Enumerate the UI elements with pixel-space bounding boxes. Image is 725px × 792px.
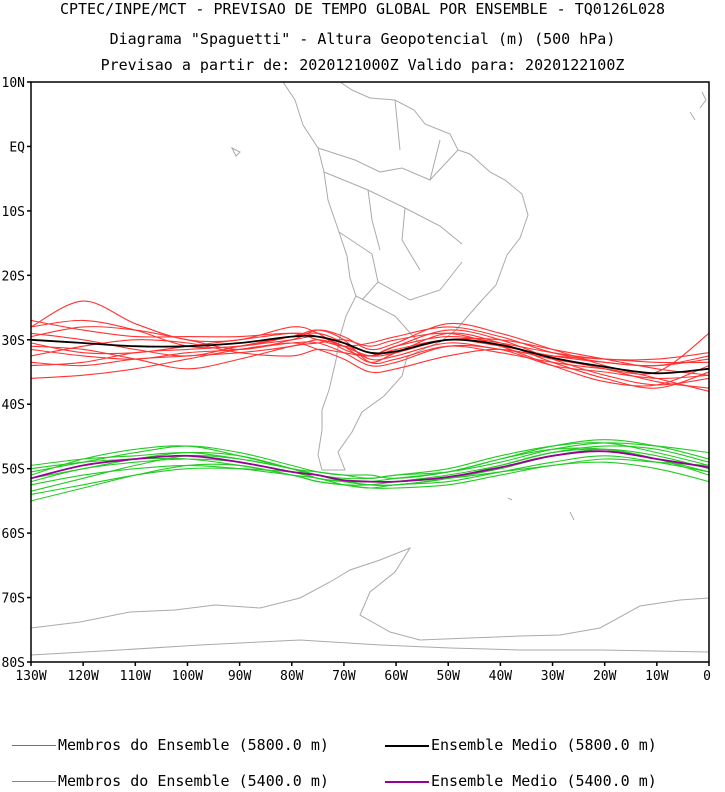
lat-tick-label: 20S <box>2 269 25 284</box>
member-line-5400 <box>31 439 709 479</box>
lon-tick-label: 90W <box>228 669 252 684</box>
lat-tick-label: 10N <box>2 76 25 91</box>
lat-tick-label: 50S <box>2 463 25 478</box>
lon-tick-label: 80W <box>280 669 304 684</box>
plot-frame <box>30 81 710 663</box>
member-line-5800 <box>31 341 709 380</box>
member-line-5400 <box>31 448 709 486</box>
legend-green-members: Membros do Ensemble (5400.0 m) <box>12 772 329 790</box>
member-line-5400 <box>31 458 709 495</box>
lat-tick-label: 60S <box>2 527 25 542</box>
latitude-axis: 10N EQ 10S 20S 30S 40S 50S 60S 70S 80S <box>2 76 31 671</box>
ensemble-members-5400 <box>31 439 709 502</box>
ensemble-means <box>31 334 709 483</box>
title-line-3: Previsao a partir de: 2020121000Z Valido… <box>100 56 625 74</box>
legend-mean-5400: Ensemble Medio (5400.0 m) <box>385 772 657 790</box>
lat-tick-label: 40S <box>2 398 25 413</box>
member-line-5800 <box>31 342 709 389</box>
lon-tick-label: 0 <box>703 669 711 684</box>
legend-green-label: Membros do Ensemble (5400.0 m) <box>58 772 329 790</box>
lon-tick-label: 110W <box>120 669 151 684</box>
member-line-5800 <box>31 322 709 392</box>
member-line-5800 <box>31 300 709 386</box>
legend-purple-label: Ensemble Medio (5400.0 m) <box>431 772 657 790</box>
member-line-5800 <box>31 332 709 389</box>
legend-green-swatch <box>12 781 56 782</box>
lat-tick-label: 10S <box>2 205 25 220</box>
member-line-5400 <box>31 442 709 479</box>
member-line-5800 <box>31 319 709 367</box>
mean-line-5400 <box>31 450 709 483</box>
member-line-5800 <box>31 336 709 361</box>
legend-purple-swatch <box>385 780 429 783</box>
lon-tick-label: 60W <box>384 669 408 684</box>
title-line-1: CPTEC/INPE/MCT - PREVISAO DE TEMPO GLOBA… <box>59 0 666 18</box>
country-borders <box>317 99 463 345</box>
lon-tick-label: 120W <box>67 669 98 684</box>
legend-black-label: Ensemble Medio (5800.0 m) <box>431 736 657 754</box>
lon-tick-label: 40W <box>489 669 513 684</box>
antarctica-coast-2 <box>31 639 709 656</box>
member-line-5400 <box>31 455 709 489</box>
legend-red-swatch <box>12 745 56 746</box>
legend-mean-5800: Ensemble Medio (5800.0 m) <box>385 736 657 754</box>
member-line-5800 <box>31 319 709 375</box>
lat-tick-label: 70S <box>2 592 25 607</box>
lon-tick-label: 30W <box>541 669 565 684</box>
lon-tick-label: 50W <box>436 669 460 684</box>
continent-outlines <box>31 82 709 656</box>
legend-red-members: Membros do Ensemble (5800.0 m) <box>12 736 329 754</box>
mean-line-5800 <box>31 334 709 375</box>
south-america-outline <box>282 82 529 471</box>
antarctica-outline <box>31 546 709 641</box>
lat-tick-label: 80S <box>2 656 25 671</box>
member-line-5400 <box>31 448 709 492</box>
legend-red-label: Membros do Ensemble (5800.0 m) <box>58 736 329 754</box>
ensemble-members-5800 <box>31 300 709 392</box>
lon-tick-label: 100W <box>172 669 203 684</box>
lat-tick-label: EQ <box>9 140 25 155</box>
legend-black-swatch <box>385 744 429 747</box>
lon-tick-label: 70W <box>332 669 356 684</box>
longitude-axis: 130W 120W 110W 100W 90W 80W 70W 60W 50W 40W 30W 20W… <box>15 662 711 684</box>
member-line-5800 <box>31 335 709 376</box>
lon-tick-label: 10W <box>645 669 669 684</box>
lat-tick-label: 30S <box>2 334 25 349</box>
member-line-5400 <box>31 442 709 480</box>
member-line-5800 <box>31 332 709 387</box>
title-line-2: Diagrama "Spaguetti" - Altura Geopotenci… <box>109 30 616 48</box>
lon-tick-label: 130W <box>15 669 46 684</box>
lon-tick-label: 20W <box>593 669 617 684</box>
island-outlines <box>230 91 707 521</box>
